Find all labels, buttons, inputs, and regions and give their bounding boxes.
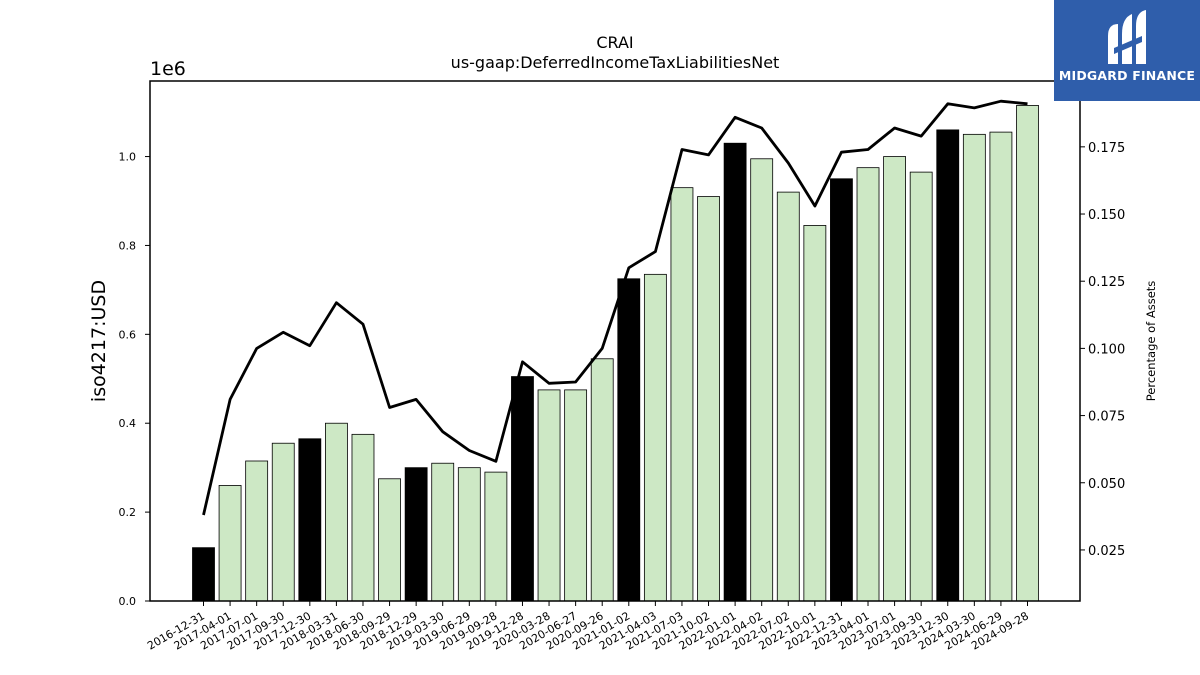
bar-2018-09-29 bbox=[378, 478, 401, 602]
bar-2023-04-01 bbox=[856, 167, 880, 602]
bar-2021-10-02 bbox=[697, 196, 720, 602]
bar-2022-01-01 bbox=[723, 142, 747, 602]
bar-2016-12-31 bbox=[192, 547, 215, 602]
bar-2021-07-03 bbox=[670, 187, 694, 602]
midgard-m-logo-icon bbox=[1108, 10, 1146, 64]
bar-2017-12-30 bbox=[298, 438, 322, 602]
bar-2018-06-30 bbox=[351, 433, 375, 602]
bar-2019-03-30 bbox=[431, 462, 455, 602]
plot-frame bbox=[149, 80, 1081, 602]
left-tick-label: 0.4 bbox=[119, 417, 137, 430]
logo-text: MIDGARD FINANCE bbox=[1058, 68, 1196, 83]
bar-2017-09-30 bbox=[271, 442, 295, 602]
y-axis-right-label: Percentage of Assets bbox=[1144, 281, 1158, 402]
bar-2018-12-29 bbox=[404, 467, 428, 602]
percentage-of-assets-line bbox=[202, 99, 1028, 516]
bar-2023-12-30 bbox=[936, 129, 960, 602]
bar-2022-07-02 bbox=[776, 191, 800, 602]
bar-2022-10-01 bbox=[803, 225, 827, 602]
right-tick-label: 0.075 bbox=[1088, 410, 1125, 425]
y-axis-label: iso4217:USD bbox=[88, 280, 110, 402]
bar-2017-04-01 bbox=[218, 485, 242, 602]
bar-2022-04-02 bbox=[750, 158, 774, 602]
x-axis-ticks: 2016-12-312017-04-012017-07-012017-09-30… bbox=[145, 601, 1031, 653]
chart-subtitle: us-gaap:DeferredIncomeTaxLiabilitiesNet bbox=[451, 53, 780, 72]
bar-2022-12-31 bbox=[830, 178, 853, 602]
bar-2020-06-27 bbox=[564, 389, 588, 602]
right-tick-label: 0.150 bbox=[1088, 208, 1125, 223]
bar-2023-07-01 bbox=[883, 156, 906, 602]
right-tick-label: 0.125 bbox=[1088, 275, 1125, 290]
bar-2018-03-31 bbox=[325, 422, 348, 602]
bar-2019-12-28 bbox=[511, 376, 534, 602]
bar-2023-09-30 bbox=[909, 171, 933, 602]
bar-2024-09-28 bbox=[1016, 105, 1039, 602]
left-tick-label: 0.2 bbox=[119, 506, 137, 519]
bar-2024-06-29 bbox=[989, 131, 1013, 602]
y-offset-label: 1e6 bbox=[150, 58, 186, 80]
left-tick-label: 0.0 bbox=[119, 595, 137, 608]
bars-layer bbox=[192, 105, 1039, 602]
bar-2024-03-30 bbox=[962, 133, 986, 602]
right-tick-label: 0.100 bbox=[1088, 342, 1125, 357]
bar-2019-06-29 bbox=[457, 467, 481, 602]
bar-2017-07-01 bbox=[245, 460, 269, 602]
logo: MIDGARD FINANCE bbox=[1054, 0, 1200, 101]
right-tick-label: 0.050 bbox=[1088, 477, 1125, 492]
bar-2020-09-26 bbox=[590, 358, 614, 602]
line-layer bbox=[202, 99, 1028, 516]
left-axis-ticks: 0.0 0.2 0.4 0.6 0.8 1.0 bbox=[119, 151, 150, 608]
right-tick-label: 0.175 bbox=[1088, 141, 1125, 156]
left-tick-label: 1.0 bbox=[119, 151, 137, 164]
bar-2019-09-28 bbox=[484, 471, 508, 602]
bar-2021-01-02 bbox=[617, 278, 641, 602]
left-tick-label: 0.8 bbox=[119, 239, 137, 252]
bar-2021-04-03 bbox=[643, 273, 667, 602]
bar-2020-03-28 bbox=[537, 389, 561, 602]
right-tick-label: 0.025 bbox=[1088, 544, 1125, 559]
right-axis-ticks: 0.025 0.050 0.075 0.100 0.125 0.150 0.175 bbox=[1080, 141, 1125, 559]
chart-title: CRAI bbox=[596, 33, 633, 52]
left-tick-label: 0.6 bbox=[119, 328, 137, 341]
